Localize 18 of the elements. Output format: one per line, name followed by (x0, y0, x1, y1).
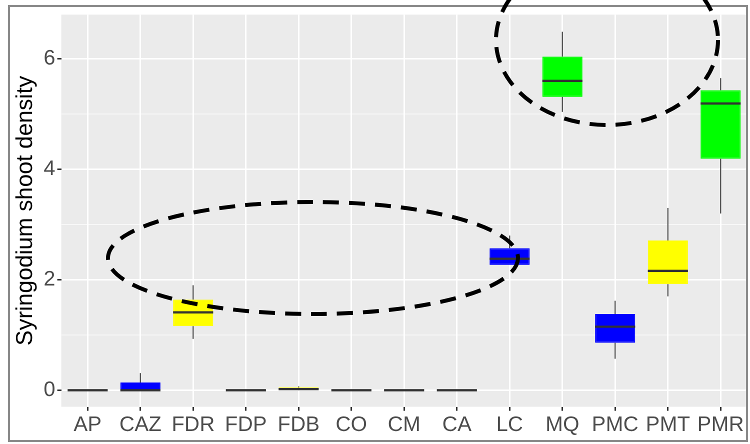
x-tick-label: LC (496, 413, 524, 436)
y-tick-label: 4 (44, 157, 56, 180)
x-tick-label: FDR (172, 413, 215, 436)
x-tick-label: CA (442, 413, 472, 436)
x-tick-label: PMR (697, 413, 744, 436)
x-tick-label: FDB (278, 413, 320, 436)
y-tick-label: 2 (44, 268, 56, 291)
x-tick-label: FDP (224, 413, 267, 436)
x-tick-label: PMC (592, 413, 638, 436)
y-tick-label: 0 (44, 378, 56, 402)
x-tick-label: CO (336, 413, 368, 436)
y-axis-title: Syringodium shoot density (11, 75, 38, 346)
x-tick-label: PMT (646, 413, 690, 436)
x-tick-label: CM (388, 413, 420, 436)
x-tick-label: CAZ (119, 413, 162, 436)
y-tick-label: 6 (44, 46, 56, 70)
x-tick-label: MQ (545, 413, 580, 436)
x-tick-label: AP (74, 413, 102, 436)
